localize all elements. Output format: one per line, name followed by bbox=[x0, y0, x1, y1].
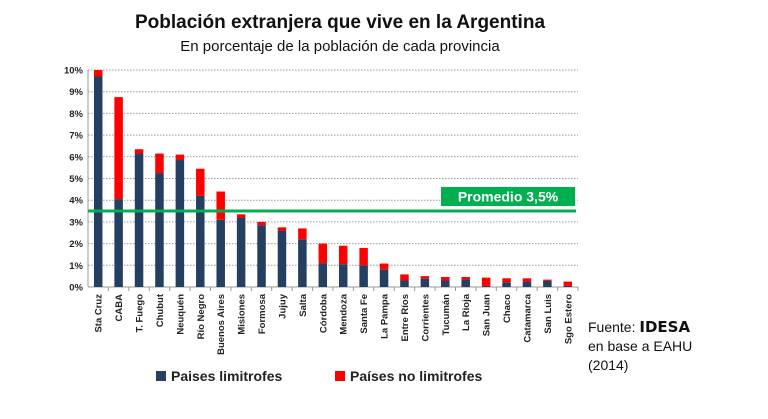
bar-limitrofes bbox=[338, 264, 348, 287]
bar-limitrofes bbox=[502, 282, 511, 287]
x-tick-label: Jujuy bbox=[277, 293, 288, 319]
y-tick-label: 1% bbox=[69, 261, 83, 272]
bar-limitrofes bbox=[196, 195, 205, 287]
x-tick-label: Chaco bbox=[502, 294, 513, 323]
bar-no-limitrofes bbox=[114, 97, 123, 200]
bar-limitrofes bbox=[400, 280, 409, 287]
bar-no-limitrofes bbox=[359, 247, 368, 266]
bar-limitrofes bbox=[236, 217, 246, 287]
bar-limitrofes bbox=[359, 265, 368, 287]
bar-limitrofes bbox=[318, 263, 328, 287]
x-tick-label: Mendoza bbox=[339, 293, 350, 334]
bar-no-limitrofes bbox=[134, 149, 144, 154]
y-tick-label: 8% bbox=[69, 109, 83, 120]
x-tick-label: Neuquén bbox=[175, 294, 186, 335]
x-tick-label: Río Negro bbox=[196, 294, 207, 340]
average-label: Promedio 3,5% bbox=[458, 189, 559, 205]
bar-limitrofes bbox=[522, 281, 532, 287]
bar-no-limitrofes bbox=[93, 70, 103, 77]
x-tick-label: La Pampa bbox=[380, 293, 391, 339]
x-tick-label: Santa Fe bbox=[359, 294, 370, 334]
x-tick-label: T. Fuego bbox=[135, 294, 146, 333]
x-tick-label: Córdoba bbox=[318, 293, 329, 333]
bar-limitrofes bbox=[216, 219, 225, 287]
x-tick-label: Sta Cruz bbox=[94, 294, 105, 333]
y-tick-label: 4% bbox=[69, 196, 83, 207]
bar-limitrofes bbox=[93, 76, 103, 287]
x-tick-label: Misiones bbox=[237, 294, 248, 335]
x-tick-label: Entre Ríos bbox=[400, 294, 411, 342]
bar-limitrofes bbox=[114, 199, 123, 287]
bar-no-limitrofes bbox=[257, 221, 266, 226]
bar-no-limitrofes bbox=[236, 214, 246, 218]
source-org: IDESA bbox=[639, 318, 691, 336]
bar-no-limitrofes bbox=[216, 191, 225, 220]
bar-limitrofes bbox=[481, 285, 491, 287]
y-tick-label: 7% bbox=[69, 131, 83, 142]
chart-subtitle: En porcentaje de la población de cada pr… bbox=[180, 38, 500, 55]
bar-limitrofes bbox=[563, 285, 573, 287]
bar-limitrofes bbox=[134, 153, 144, 287]
y-tick-label: 0% bbox=[69, 283, 83, 294]
bar-no-limitrofes bbox=[277, 227, 287, 231]
bar-limitrofes bbox=[277, 230, 287, 287]
bar-limitrofes bbox=[441, 280, 450, 287]
x-tick-label: San Luis bbox=[543, 294, 554, 334]
bar-no-limitrofes bbox=[196, 168, 205, 196]
source-note: Fuente: IDESA en base a EAHU (2014) bbox=[588, 318, 692, 375]
bar-no-limitrofes bbox=[563, 281, 573, 286]
bar-no-limitrofes bbox=[441, 277, 450, 281]
y-tick-label: 6% bbox=[69, 152, 83, 163]
y-tick-label: 9% bbox=[69, 87, 83, 98]
y-tick-label: 5% bbox=[69, 174, 83, 185]
y-tick-label: 10% bbox=[64, 66, 84, 77]
bar-no-limitrofes bbox=[400, 274, 409, 281]
bar-no-limitrofes bbox=[298, 228, 307, 240]
bar-no-limitrofes bbox=[522, 278, 532, 282]
x-tick-label: Salta bbox=[298, 293, 309, 316]
bar-limitrofes bbox=[543, 280, 552, 287]
legend-swatch bbox=[335, 371, 345, 381]
x-tick-label: La Rioja bbox=[461, 293, 472, 331]
x-tick-label: CABA bbox=[114, 294, 125, 322]
x-tick-label: Buenos Aires bbox=[216, 294, 227, 355]
y-tick-label: 2% bbox=[69, 239, 83, 250]
x-tick-label: Chubut bbox=[155, 293, 166, 327]
bar-limitrofes bbox=[155, 173, 164, 287]
chart-title: Población extranjera que vive en la Arge… bbox=[134, 12, 546, 33]
source-prefix: Fuente: bbox=[588, 319, 640, 335]
bar-no-limitrofes bbox=[502, 278, 511, 283]
bar-no-limitrofes bbox=[155, 153, 164, 174]
bar-limitrofes bbox=[175, 160, 185, 287]
legend-swatch bbox=[156, 371, 166, 381]
x-tick-label: San Juan bbox=[482, 294, 493, 336]
bar-limitrofes bbox=[379, 269, 389, 287]
legend-label: Países no limitrofes bbox=[350, 368, 482, 384]
x-tick-label: Sgo Estero bbox=[563, 294, 574, 344]
bar-limitrofes bbox=[420, 278, 430, 287]
source-line3: (2014) bbox=[588, 357, 629, 373]
bar-no-limitrofes bbox=[420, 276, 430, 279]
legend-label: Paises limitrofes bbox=[171, 368, 282, 384]
bar-limitrofes bbox=[257, 225, 266, 287]
source-line2: en base a EAHU bbox=[588, 338, 693, 354]
average-label-box bbox=[441, 187, 575, 206]
y-tick-label: 3% bbox=[69, 217, 83, 228]
bar-limitrofes bbox=[461, 279, 470, 287]
bar-no-limitrofes bbox=[338, 245, 348, 265]
bar-no-limitrofes bbox=[543, 279, 552, 281]
bar-no-limitrofes bbox=[175, 154, 185, 161]
bar-limitrofes bbox=[298, 239, 307, 287]
bar-no-limitrofes bbox=[318, 243, 328, 264]
x-tick-label: Corrientes bbox=[420, 294, 431, 342]
bar-no-limitrofes bbox=[379, 263, 389, 270]
bar-no-limitrofes bbox=[461, 277, 470, 280]
x-tick-label: Catamarca bbox=[522, 293, 533, 342]
bar-no-limitrofes bbox=[481, 277, 491, 286]
x-tick-label: Formosa bbox=[257, 293, 268, 334]
x-tick-label: Tucumán bbox=[441, 294, 452, 336]
